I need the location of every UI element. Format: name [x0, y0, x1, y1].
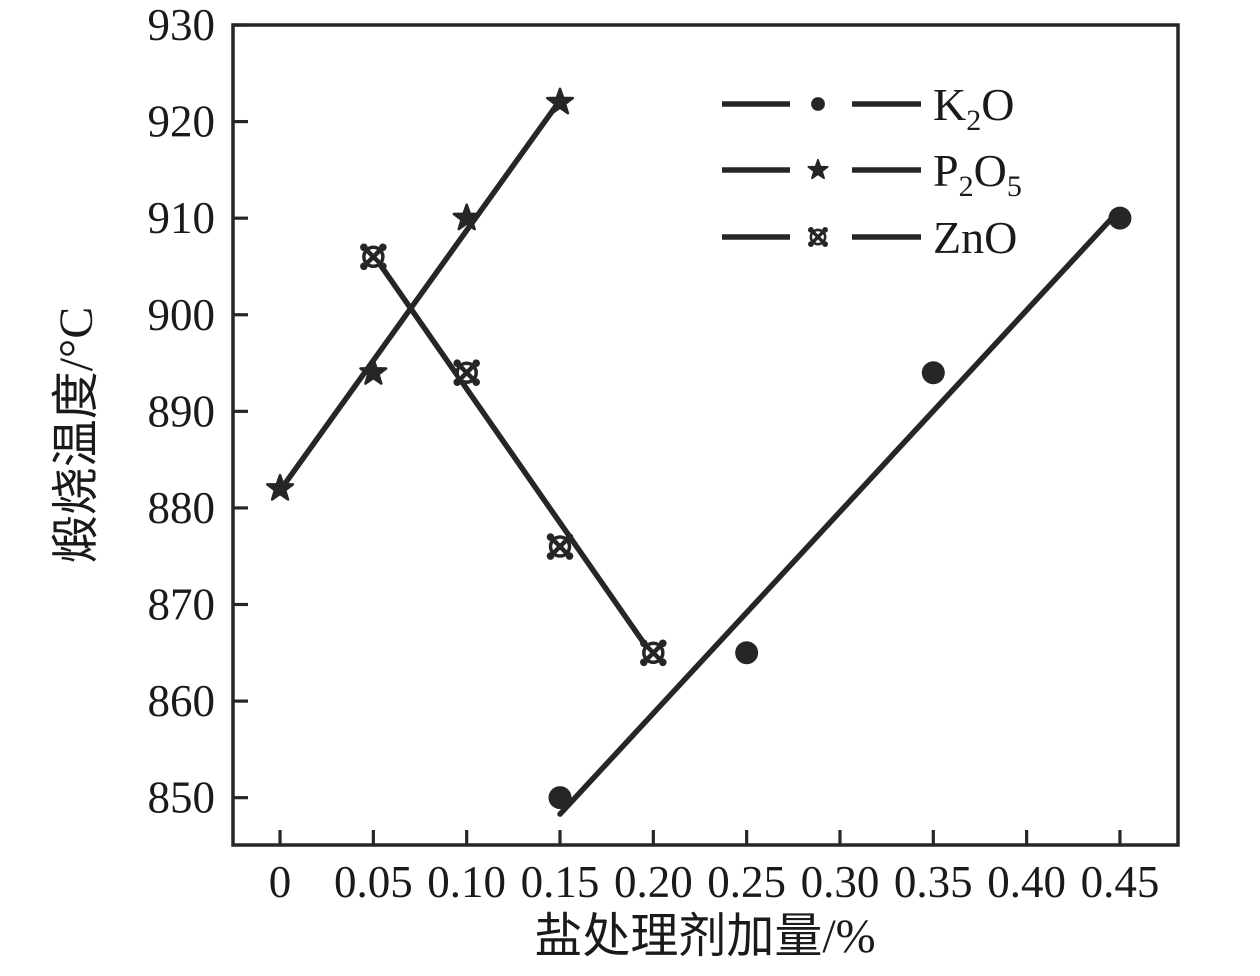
plot-area: 0 0.05 0.10 0.15 0.20 0.25 0.30 0.35 0.40 0.45 850…	[148, 0, 1180, 907]
x-tick-label: 0.30	[801, 857, 880, 907]
series-ZnO-marker	[453, 359, 480, 387]
y-tick-label: 880	[148, 483, 216, 533]
x-tick-label: 0.45	[1081, 857, 1160, 907]
star-marker-icon	[359, 357, 388, 385]
series-ZnO-marker	[640, 639, 667, 667]
x-tick-label: 0.35	[894, 857, 973, 907]
circle-x-marker-icon	[809, 228, 827, 246]
plot-frame	[231, 23, 1180, 847]
series-P2O5-marker	[359, 357, 388, 385]
y-tick-label: 850	[148, 773, 216, 823]
legend-entry-P2O5: P2O5	[722, 145, 1022, 203]
series-ZnO-marker	[546, 533, 574, 560]
series-K2O-marker	[1108, 206, 1132, 230]
series-ZnO-marker	[360, 243, 387, 271]
x-tick-label: 0.20	[614, 857, 693, 907]
series-ZnO-trend-line	[370, 252, 657, 660]
legend-marker-P2O5	[807, 158, 829, 180]
y-tick-label: 910	[148, 193, 216, 243]
legend-label-K2O: K2O	[933, 79, 1014, 137]
circle-marker-icon	[548, 786, 572, 810]
circle-marker-icon	[1108, 206, 1132, 230]
series-K2O-marker	[735, 641, 759, 665]
x-tick-label: 0.10	[427, 857, 506, 907]
y-tick-label: 870	[148, 580, 216, 630]
x-axis-label: 盐处理剂加量/%	[534, 910, 875, 963]
circle-marker-icon	[735, 641, 759, 665]
legend-marker-ZnO	[808, 227, 828, 247]
y-tick-label: 920	[148, 97, 216, 147]
x-tick-label: 0.05	[334, 857, 413, 907]
legend-label-ZnO: ZnO	[933, 212, 1017, 263]
x-tick-label: 0.40	[987, 857, 1066, 907]
series-K2O-marker	[921, 361, 945, 385]
x-tick-label: 0.15	[521, 857, 600, 907]
circle-marker-icon	[811, 97, 825, 111]
x-tick-label: 0.25	[707, 857, 786, 907]
y-tick-label: 860	[148, 676, 216, 726]
circle-marker-icon	[921, 361, 945, 385]
y-tick-label: 930	[148, 0, 216, 50]
series-P2O5-marker	[452, 203, 481, 231]
star-marker-icon	[807, 158, 829, 180]
series-P2O5-trend-line	[277, 97, 563, 494]
legend-entry-K2O: K2O	[722, 79, 1014, 137]
legend-label-P2O5: P2O5	[933, 145, 1022, 203]
star-marker-icon	[265, 473, 295, 501]
series-K2O-marker	[548, 786, 572, 810]
legend-entry-ZnO: ZnO	[722, 212, 1017, 263]
star-marker-icon	[545, 87, 575, 115]
circle-x-marker-icon	[455, 361, 478, 384]
legend-marker-K2O	[811, 97, 825, 111]
circle-x-marker-icon	[362, 245, 385, 269]
y-tick-label: 900	[148, 290, 216, 340]
series-P2O5-marker	[545, 87, 575, 115]
y-tick-label: 890	[148, 386, 216, 436]
series-K2O-trend-line	[557, 206, 1123, 817]
series-P2O5-marker	[265, 473, 295, 501]
circle-x-marker-icon	[548, 535, 572, 558]
x-tick-label: 0	[269, 857, 292, 907]
y-axis-label: 煅烧温度/°C	[50, 307, 103, 564]
circle-x-marker-icon	[642, 641, 665, 665]
star-marker-icon	[452, 203, 481, 231]
